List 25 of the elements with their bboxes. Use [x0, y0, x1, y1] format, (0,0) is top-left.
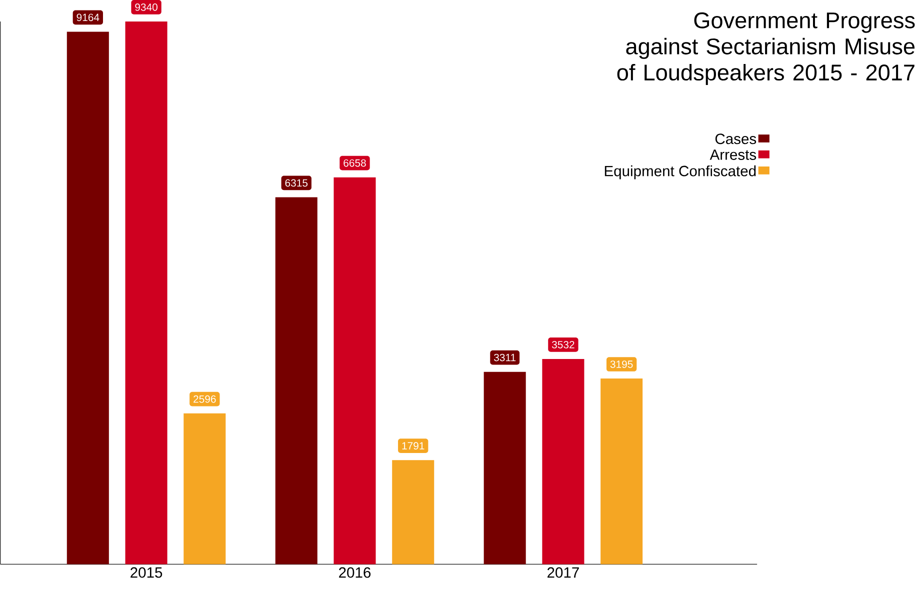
bar [334, 177, 376, 564]
data-label: 3311 [494, 354, 516, 362]
x-tick-label: 2016 [339, 567, 371, 578]
data-label: 9340 [135, 3, 158, 11]
bar [275, 197, 318, 564]
data-label: 2596 [194, 395, 216, 403]
text: Government Progress against Sectarianism Misuse of Loudspeakers 2015 - 2017 [617, 12, 915, 86]
data-label: 1791 [402, 442, 424, 450]
data-label: 3532 [552, 340, 574, 348]
x-tick-label: 2017 [548, 567, 579, 578]
data-label: 6315 [285, 179, 308, 187]
bar [392, 460, 434, 564]
bar [600, 378, 643, 564]
data-label: 3195 [610, 360, 633, 368]
bar [125, 21, 168, 564]
bar [484, 372, 526, 564]
bar [184, 413, 226, 564]
data-label: 9164 [76, 14, 100, 22]
legend-label: Cases [715, 134, 756, 144]
bar [542, 358, 584, 564]
legend-label: Arrests [710, 150, 756, 160]
legend-label: Equipment Confiscated [604, 165, 756, 180]
bar [66, 32, 109, 564]
data-label: 6658 [344, 159, 366, 167]
x-tick-label: 2015 [130, 567, 162, 578]
